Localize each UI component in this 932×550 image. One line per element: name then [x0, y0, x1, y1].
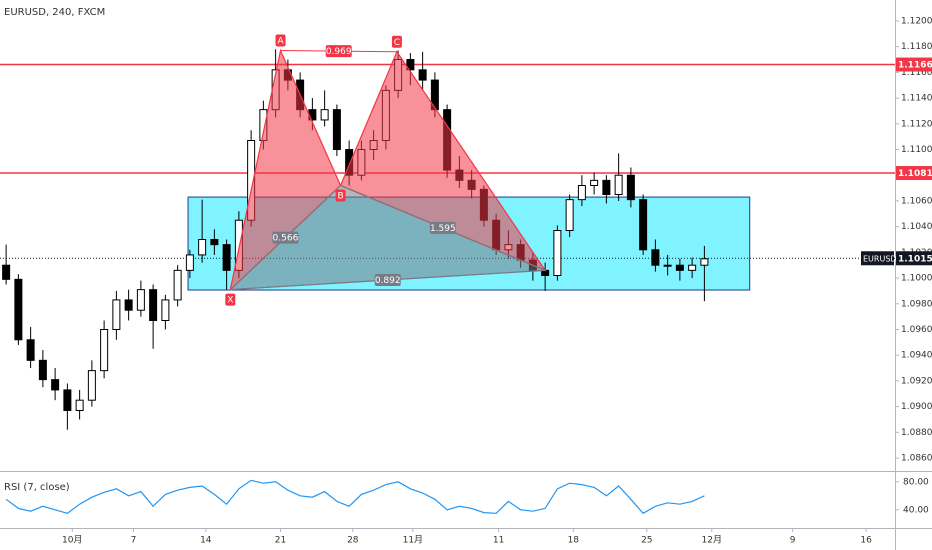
symbol-tag [861, 251, 894, 266]
y-tick-label: 1.11800 [901, 42, 932, 52]
candle-body [418, 69, 427, 81]
x-tick-label: 12月 [702, 535, 722, 546]
price-tag [896, 251, 932, 266]
rsi-tick-label: 80.00 [903, 477, 929, 487]
candle-body [614, 174, 623, 196]
point-label-bg [335, 189, 346, 202]
candle-body [590, 179, 599, 187]
candle-body [663, 264, 672, 267]
ratio-label-bg [272, 231, 299, 244]
y-tick-label: 1.08800 [901, 428, 932, 438]
candle-body [210, 238, 219, 246]
candle-body [51, 379, 60, 391]
ratio-label-bg [374, 273, 401, 286]
y-tick-label: 1.10000 [901, 274, 932, 284]
candle-body [2, 264, 11, 280]
candle-body [602, 179, 611, 196]
candle-body [406, 59, 415, 71]
candle-body [173, 269, 182, 301]
candle-body [14, 278, 23, 341]
candle-body [124, 299, 133, 311]
candle-body [198, 238, 207, 256]
candle-body [75, 399, 84, 411]
ratio-label-bg [429, 221, 456, 234]
x-tick-label: 25 [641, 536, 652, 546]
x-tick-label: 16 [860, 536, 872, 546]
candle-body [700, 258, 709, 266]
chart-title: EURUSD, 240, FXCM [4, 7, 105, 18]
point-label-bg [225, 293, 236, 306]
y-tick-label: 1.11400 [901, 94, 932, 104]
price-tag [896, 166, 932, 181]
candle-body [136, 289, 145, 311]
point-label: B [337, 192, 343, 202]
candle-body [112, 299, 121, 330]
candle-body [553, 230, 562, 276]
y-tick-label: 1.10400 [901, 222, 932, 232]
y-tick-label: 1.09600 [901, 325, 932, 335]
y-tick-label: 1.09400 [901, 351, 932, 361]
y-tick-label: 1.11600 [901, 68, 932, 78]
rsi-line [5, 479, 705, 515]
x-tick-label: 11月 [403, 535, 423, 546]
candle-body [320, 109, 329, 121]
candle-body [541, 269, 550, 276]
candle-body [688, 264, 697, 271]
candle-body [651, 249, 660, 266]
point-label-bg [391, 35, 402, 48]
rsi-tick-label: 40.00 [903, 505, 929, 515]
candle-body [100, 328, 109, 372]
ratio-label: 1.595 [430, 224, 456, 234]
ratio-label: 0.892 [375, 276, 401, 286]
candle-body [185, 254, 194, 271]
candle-body [87, 370, 96, 401]
x-tick-label: 18 [568, 536, 580, 546]
point-label: X [227, 296, 233, 306]
candle-body [63, 389, 72, 411]
point-label-bg [275, 34, 286, 47]
point-label: A [277, 37, 284, 47]
ratio-label: 0.969 [326, 47, 352, 57]
y-tick-label: 1.09200 [901, 376, 932, 386]
y-tick-label: 1.10600 [901, 196, 932, 206]
candle-body [577, 185, 586, 201]
y-tick-label: 1.09800 [901, 299, 932, 309]
y-tick-label: 1.11000 [901, 145, 932, 155]
symbol-tag-label: EURUSD [863, 254, 897, 263]
candle-body [639, 199, 648, 251]
candle-body [332, 109, 341, 151]
price-tag-label: 1.10817 [898, 169, 932, 179]
x-tick-label: 14 [200, 536, 212, 546]
candle-body [626, 174, 635, 201]
point-label: C [394, 38, 400, 48]
candle-body [26, 339, 35, 361]
x-tick-label: 9 [790, 536, 796, 546]
candle-body [161, 299, 170, 321]
candle-body [149, 289, 158, 321]
x-tick-label: 7 [131, 536, 137, 546]
y-tick-label: 1.08600 [901, 454, 932, 464]
x-tick-label: 21 [275, 536, 286, 546]
candle-body [565, 199, 574, 232]
x-tick-label: 28 [347, 536, 359, 546]
ratio-label: 0.566 [273, 234, 299, 244]
y-tick-label: 1.11200 [901, 119, 932, 129]
x-tick-label: 11 [493, 536, 504, 546]
price-tag-label: 1.10154 [898, 254, 932, 264]
candle-body [675, 264, 684, 271]
x-tick-label: 10月 [62, 535, 82, 546]
y-tick-label: 1.09000 [901, 402, 932, 412]
price-tag [896, 57, 932, 72]
candle-body [222, 244, 231, 271]
ratio-label-bg [325, 45, 352, 58]
rsi-title: RSI (7, close) [4, 482, 70, 493]
candle-body [38, 359, 47, 381]
y-tick-label: 1.12000 [901, 16, 932, 26]
